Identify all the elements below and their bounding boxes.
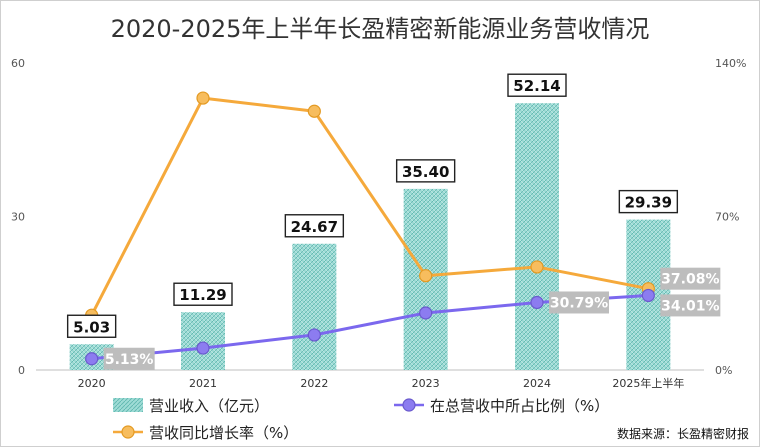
revenue-label-box xyxy=(284,214,345,238)
revenue-data-label: 11.29 xyxy=(179,286,226,304)
pct-label-box xyxy=(103,347,155,370)
revenue-data-label: 35.40 xyxy=(402,163,449,181)
revenue-data-label: 52.14 xyxy=(513,77,560,95)
share-data-label: 5.13% xyxy=(105,352,154,368)
x-tick-label: 2025年上半年 xyxy=(612,376,684,390)
pct-label-box xyxy=(660,267,721,290)
revenue-label-box xyxy=(66,314,117,338)
growth-point xyxy=(419,269,433,283)
y-right-tick-label: 0% xyxy=(715,364,732,377)
revenue-label-box xyxy=(395,159,456,183)
share-point xyxy=(530,295,544,310)
y-left-tick-label: 60 xyxy=(11,57,25,70)
y-right-tick-label: 140% xyxy=(715,57,746,70)
share-point xyxy=(641,288,655,303)
chart-title: 2020-2025年上半年长盈精密新能源业务营收情况 xyxy=(111,15,650,43)
legend-marker-share xyxy=(402,398,416,412)
share-point xyxy=(196,341,210,355)
x-tick-label: 2022 xyxy=(300,377,328,390)
x-tick-label: 2024 xyxy=(523,377,551,390)
axes: 0 30 60 0% 70% 140% 2020 2021 2022 2023 2024 2025年上… xyxy=(11,57,746,390)
share-point xyxy=(419,306,433,320)
y-left-tick-label: 30 xyxy=(11,211,25,224)
bar-series xyxy=(69,103,671,370)
legend-item-revenue: 营业收入（亿元） xyxy=(113,397,269,415)
legend-swatch-revenue xyxy=(113,398,143,412)
revenue-data-label: 24.67 xyxy=(291,218,338,236)
share-data-label: 34.01% xyxy=(661,298,719,314)
revenue-label-box xyxy=(173,282,233,306)
revenue-label-box xyxy=(618,189,679,214)
growth-line xyxy=(90,96,649,316)
x-tick-label: 2021 xyxy=(189,377,217,390)
pct-label-box xyxy=(549,291,609,314)
legend-marker-growth xyxy=(121,425,135,439)
legend-label-growth: 营收同比增长率（%） xyxy=(149,424,298,442)
x-tick-label: 2020 xyxy=(78,377,106,390)
growth-point xyxy=(530,260,544,274)
share-data-label: 30.79% xyxy=(550,295,608,311)
data-source-note: 数据来源：长盈精密财报 xyxy=(617,426,749,441)
legend-item-share: 在总营收中所占比例（%） xyxy=(394,397,609,415)
x-tick-label: 2023 xyxy=(412,377,440,390)
growth-data-label: 37.08% xyxy=(661,272,719,288)
share-point xyxy=(307,328,321,342)
legend-label-share: 在总营收中所占比例（%） xyxy=(430,397,609,415)
y-right-tick-label: 70% xyxy=(715,211,739,224)
legend: 营业收入（亿元） 在总营收中所占比例（%） 营收同比增长率（%） xyxy=(113,397,609,442)
revenue-bar xyxy=(292,243,337,370)
line-series xyxy=(85,91,655,366)
revenue-data-label: 5.03 xyxy=(73,318,110,336)
data-labels: 5.03 11.29 24.67 35.40 52.14 29.39 5.13% 30.79%… xyxy=(66,73,721,370)
revenue-bar xyxy=(515,103,559,370)
legend-item-growth: 营收同比增长率（%） xyxy=(113,424,298,442)
revenue-label-box xyxy=(507,73,567,97)
y-left-tick-label: 0 xyxy=(18,364,25,377)
growth-point xyxy=(307,104,321,118)
revenue-data-label: 29.39 xyxy=(625,194,672,212)
legend-label-revenue: 营业收入（亿元） xyxy=(149,397,269,415)
growth-point xyxy=(196,91,210,105)
pct-label-box xyxy=(660,294,721,317)
share-point xyxy=(85,352,99,366)
revenue-bar xyxy=(181,312,225,370)
